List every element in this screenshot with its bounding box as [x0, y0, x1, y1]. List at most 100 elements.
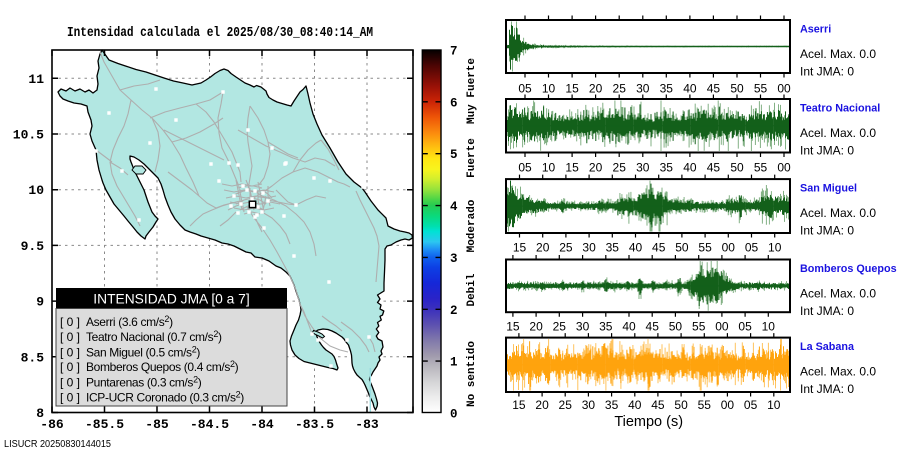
- svg-text:30: 30: [576, 319, 590, 333]
- svg-text:7: 7: [450, 45, 458, 59]
- svg-text:05: 05: [745, 240, 759, 254]
- svg-text:Int JMA: 0: Int JMA: 0: [800, 144, 854, 158]
- svg-text:3: 3: [450, 252, 458, 266]
- svg-text:10: 10: [768, 240, 782, 254]
- svg-text:Fuerte: Fuerte: [466, 138, 478, 178]
- svg-text:Teatro Nacional (0.7 cm/s2): Teatro Nacional (0.7 cm/s2): [86, 329, 222, 344]
- svg-text:25: 25: [613, 161, 627, 175]
- svg-text:15: 15: [506, 319, 520, 333]
- svg-text:Debil: Debil: [466, 273, 478, 306]
- svg-text:00: 00: [777, 81, 791, 95]
- svg-text:40: 40: [622, 319, 636, 333]
- svg-text:45: 45: [707, 81, 721, 95]
- svg-text:Bomberos Quepos (0.4 cm/s2): Bomberos Quepos (0.4 cm/s2): [86, 359, 239, 374]
- svg-text:[ 0 ]: [ 0 ]: [60, 360, 80, 374]
- svg-text:Aserri (3.6 cm/s2): Aserri (3.6 cm/s2): [86, 314, 173, 329]
- svg-text:50: 50: [675, 240, 689, 254]
- svg-text:20: 20: [535, 398, 549, 412]
- svg-text:Acel. Max. 0.0: Acel. Max. 0.0: [800, 47, 876, 61]
- svg-text:05: 05: [518, 161, 532, 175]
- svg-text:-83.5: -83.5: [295, 417, 334, 432]
- svg-text:25: 25: [553, 319, 567, 333]
- svg-text:[ 0 ]: [ 0 ]: [60, 330, 80, 344]
- svg-text:-84.5: -84.5: [190, 417, 229, 432]
- svg-text:00: 00: [721, 398, 735, 412]
- svg-text:55: 55: [698, 398, 712, 412]
- svg-text:35: 35: [606, 240, 620, 254]
- svg-text:30: 30: [582, 398, 596, 412]
- svg-text:45: 45: [651, 398, 665, 412]
- svg-text:40: 40: [683, 81, 697, 95]
- svg-text:20: 20: [536, 240, 550, 254]
- svg-text:[ 0 ]: [ 0 ]: [60, 345, 80, 359]
- svg-text:-85: -85: [145, 417, 169, 432]
- svg-text:30: 30: [636, 161, 650, 175]
- svg-text:Int JMA: 0: Int JMA: 0: [800, 65, 854, 79]
- svg-text:50: 50: [730, 81, 744, 95]
- svg-text:40: 40: [629, 240, 643, 254]
- svg-text:50: 50: [730, 161, 744, 175]
- svg-text:-83: -83: [355, 417, 379, 432]
- svg-text:30: 30: [636, 81, 650, 95]
- svg-text:25: 25: [613, 81, 627, 95]
- svg-text:25: 25: [559, 398, 573, 412]
- svg-text:-85.5: -85.5: [85, 417, 124, 432]
- svg-text:Moderado: Moderado: [466, 199, 478, 252]
- svg-text:Acel. Max. 0.0: Acel. Max. 0.0: [800, 287, 876, 301]
- svg-text:Int JMA: 0: Int JMA: 0: [800, 224, 854, 238]
- svg-text:15: 15: [565, 161, 579, 175]
- svg-text:10: 10: [767, 398, 781, 412]
- svg-text:15: 15: [565, 81, 579, 95]
- svg-text:40: 40: [683, 161, 697, 175]
- svg-text:Bomberos Quepos: Bomberos Quepos: [800, 263, 897, 275]
- svg-text:Acel. Max. 0.0: Acel. Max. 0.0: [800, 365, 876, 379]
- svg-text:2: 2: [450, 304, 458, 318]
- svg-text:50: 50: [674, 398, 688, 412]
- svg-text:San Miguel (0.5 cm/s2): San Miguel (0.5 cm/s2): [86, 344, 200, 359]
- svg-text:10: 10: [542, 81, 556, 95]
- svg-text:00: 00: [715, 319, 729, 333]
- svg-text:1: 1: [450, 356, 458, 370]
- svg-text:San Miguel: San Miguel: [800, 183, 857, 195]
- svg-text:Tiempo (s): Tiempo (s): [614, 414, 683, 430]
- svg-text:05: 05: [738, 319, 752, 333]
- svg-text:-84: -84: [250, 417, 274, 432]
- svg-text:6: 6: [450, 96, 458, 110]
- svg-text:20: 20: [589, 81, 603, 95]
- svg-text:Acel. Max. 0.0: Acel. Max. 0.0: [800, 206, 876, 220]
- svg-text:[ 0 ]: [ 0 ]: [60, 391, 80, 405]
- svg-text:35: 35: [605, 398, 619, 412]
- svg-text:45: 45: [707, 161, 721, 175]
- svg-text:Intensidad calculada el 2025/0: Intensidad calculada el 2025/08/30_08:40…: [67, 25, 373, 41]
- svg-text:No sentido: No sentido: [466, 341, 478, 407]
- svg-text:[ 0 ]: [ 0 ]: [60, 315, 80, 329]
- svg-text:15: 15: [513, 240, 527, 254]
- svg-text:30: 30: [582, 240, 596, 254]
- svg-text:Muy Fuerte: Muy Fuerte: [466, 58, 478, 124]
- svg-text:35: 35: [660, 161, 674, 175]
- svg-text:45: 45: [652, 240, 666, 254]
- svg-text:00: 00: [777, 161, 791, 175]
- svg-text:[ 0 ]: [ 0 ]: [60, 375, 80, 389]
- svg-text:00: 00: [722, 240, 736, 254]
- svg-text:25: 25: [559, 240, 573, 254]
- svg-text:Aserri: Aserri: [800, 24, 831, 36]
- svg-text:4: 4: [450, 200, 458, 214]
- svg-text:55: 55: [698, 240, 712, 254]
- svg-text:05: 05: [518, 81, 532, 95]
- svg-text:20: 20: [529, 319, 543, 333]
- svg-text:9.5: 9.5: [21, 239, 45, 254]
- svg-text:8: 8: [36, 406, 44, 421]
- svg-text:-86: -86: [40, 417, 64, 432]
- svg-text:35: 35: [660, 81, 674, 95]
- svg-text:8.5: 8.5: [21, 350, 45, 365]
- svg-text:ICP-UCR Coronado (0.3 cm/s2): ICP-UCR Coronado (0.3 cm/s2): [86, 390, 244, 405]
- svg-text:Teatro Nacional: Teatro Nacional: [800, 103, 880, 115]
- svg-text:15: 15: [512, 398, 526, 412]
- svg-text:11: 11: [28, 72, 44, 87]
- svg-text:La Sabana: La Sabana: [800, 341, 855, 353]
- svg-text:Acel. Max. 0.0: Acel. Max. 0.0: [800, 126, 876, 140]
- svg-text:55: 55: [754, 81, 768, 95]
- svg-text:10: 10: [28, 183, 44, 198]
- svg-text:Int JMA: 0: Int JMA: 0: [800, 304, 854, 318]
